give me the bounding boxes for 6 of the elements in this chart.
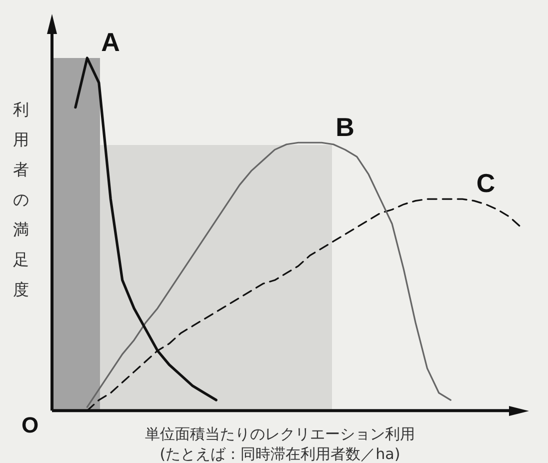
x-axis-title: 単位面積当たりのレクリエーション利用 (たとえば：同時滞在利用者数／ha) (144, 424, 416, 463)
text: O (21, 412, 39, 438)
series-label: B (336, 112, 354, 142)
y-axis-title: 利用者の満足度 (12, 99, 30, 301)
series-label: C (476, 168, 496, 198)
legend-label: A (101, 27, 120, 58)
